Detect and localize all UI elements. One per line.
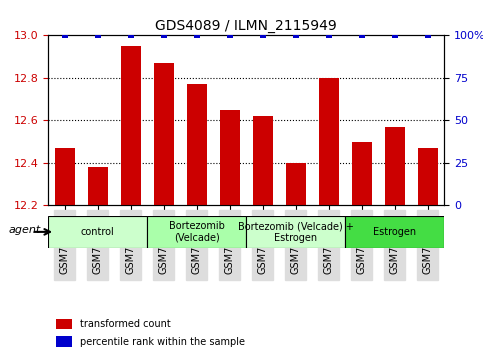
Bar xyxy=(56,336,72,347)
Text: transformed count: transformed count xyxy=(80,319,170,329)
Text: Bortezomib (Velcade) +
Estrogen: Bortezomib (Velcade) + Estrogen xyxy=(238,221,354,243)
Text: agent: agent xyxy=(9,225,41,235)
Text: Bortezomib
(Velcade): Bortezomib (Velcade) xyxy=(169,221,225,243)
Bar xyxy=(385,127,405,205)
Text: percentile rank within the sample: percentile rank within the sample xyxy=(80,337,245,347)
Point xyxy=(325,33,333,38)
Point xyxy=(391,33,399,38)
Bar xyxy=(88,167,108,205)
Point xyxy=(94,33,102,38)
Bar xyxy=(187,84,207,205)
Bar xyxy=(253,116,273,205)
FancyBboxPatch shape xyxy=(147,216,246,248)
Text: Estrogen: Estrogen xyxy=(373,227,416,237)
Bar xyxy=(56,319,72,329)
FancyBboxPatch shape xyxy=(246,216,345,248)
Point xyxy=(127,33,135,38)
Bar xyxy=(418,148,438,205)
Bar xyxy=(154,63,174,205)
Bar xyxy=(319,78,339,205)
Point xyxy=(358,33,366,38)
FancyBboxPatch shape xyxy=(345,216,444,248)
FancyBboxPatch shape xyxy=(48,216,147,248)
Bar xyxy=(220,110,240,205)
Bar xyxy=(286,163,306,205)
Text: control: control xyxy=(81,227,114,237)
Title: GDS4089 / ILMN_2115949: GDS4089 / ILMN_2115949 xyxy=(156,19,337,33)
Point xyxy=(259,33,267,38)
Point xyxy=(226,33,234,38)
Point xyxy=(160,33,168,38)
Bar xyxy=(121,46,141,205)
Point xyxy=(424,33,432,38)
Bar xyxy=(55,148,75,205)
Point xyxy=(193,33,201,38)
Point xyxy=(292,33,299,38)
Point xyxy=(61,33,69,38)
Bar xyxy=(352,142,372,205)
